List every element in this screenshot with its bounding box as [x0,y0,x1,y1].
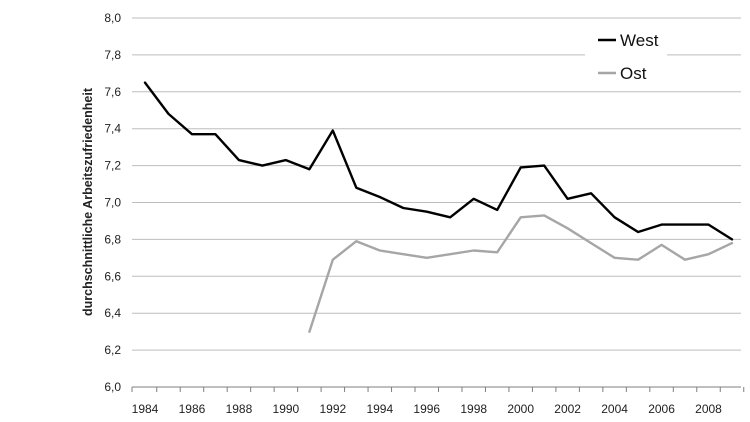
gridlines [132,17,741,351]
legend-label-ost: Ost [620,64,647,83]
x-tick-label: 1986 [179,402,206,416]
y-tick-label: 6,2 [104,343,121,357]
y-tick-label: 7,0 [104,196,121,210]
x-tick-label: 1998 [460,402,487,416]
x-tick-label: 2000 [507,402,534,416]
series-line-west [143,81,734,241]
x-tick-label: 1996 [413,402,440,416]
y-tick-label: 6,0 [104,380,121,394]
x-tick-label: 1992 [319,402,346,416]
legend: West Ost [585,27,667,87]
legend-background [585,27,667,87]
y-tick-label: 7,4 [104,122,121,136]
y-tick-label: 6,8 [104,232,121,246]
x-tick-label: 2004 [601,402,628,416]
data-series [143,81,734,333]
y-tick-label: 7,8 [104,48,121,62]
x-tick-label: 1984 [132,402,159,416]
x-tick-label: 1990 [273,402,300,416]
y-tick-label: 7,6 [104,85,121,99]
y-tick-label: 6,4 [104,306,121,320]
y-tick-label: 7,2 [104,159,121,173]
legend-label-west: West [620,31,659,50]
y-tick-label: 6,6 [104,269,121,283]
x-tick-label: 2008 [695,402,722,416]
y-axis-title: durchschnittliche Arbeitszufriedenheit [81,87,95,316]
x-tick-label: 1994 [366,402,393,416]
y-axis-tick-labels: 6,0 6,2 6,4 6,6 6,8 7,0 7,2 7,4 7,6 7,8 8,0 [104,11,121,394]
x-axis-tick-labels: 1984 1986 1988 1990 1992 1994 1996 1998 2000 2002… [132,402,723,416]
x-tick-label: 2002 [554,402,581,416]
x-tick-label: 1988 [226,402,253,416]
x-tick-label: 2006 [648,402,675,416]
series-line-ost [308,214,734,333]
y-tick-label: 8,0 [104,11,121,25]
x-axis [131,386,745,392]
